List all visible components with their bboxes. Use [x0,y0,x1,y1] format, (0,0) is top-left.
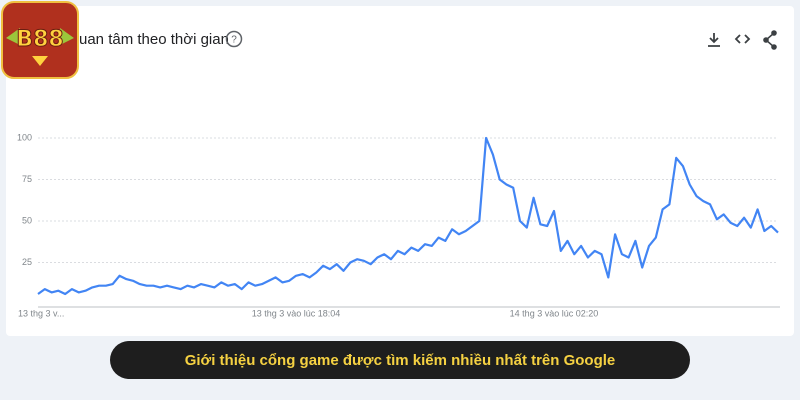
x-tick-label: 13 thg 3 v... [18,308,64,318]
help-icon[interactable] [225,30,243,48]
share-icon[interactable] [763,30,777,50]
download-icon[interactable] [708,33,720,47]
help-icon-text: ? [231,35,237,46]
logo: B88 [1,1,79,79]
embed-icon[interactable] [734,34,751,44]
x-tick-label: 14 thg 3 vào lúc 02:20 [510,308,599,318]
y-tick-label: 100 [17,132,32,142]
y-tick-label: 50 [22,215,32,225]
caption: Giới thiệu cổng game được tìm kiếm nhiều… [185,352,616,369]
logo-text: B88 [16,27,63,52]
trend-line [37,136,779,296]
card [6,6,794,336]
y-tick-label: 75 [22,174,32,184]
caption-pill [110,341,690,379]
chart-title: uan tâm theo thời gian [79,31,229,48]
y-tick-label: 25 [22,257,32,267]
x-tick-label: 13 thg 3 vào lúc 18:04 [252,308,341,318]
